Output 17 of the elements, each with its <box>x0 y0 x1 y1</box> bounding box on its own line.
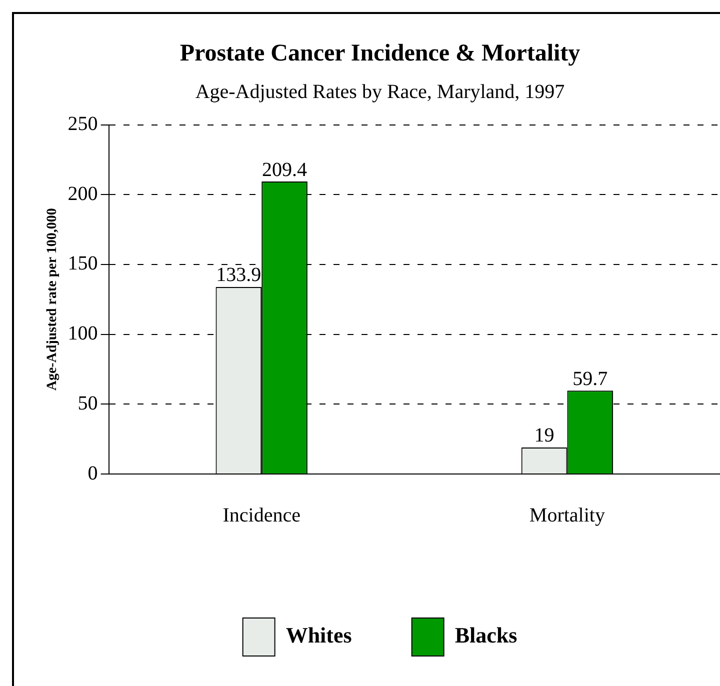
chart-title: Prostate Cancer Incidence & Mortality <box>180 40 580 67</box>
y-tick-label: 200 <box>68 182 98 205</box>
chart-subtitle: Age-Adjusted Rates by Race, Maryland, 1997 <box>195 81 565 104</box>
y-tick-label: 50 <box>78 392 98 414</box>
y-tick-label: 250 <box>68 113 98 136</box>
data-label: 133.9 <box>216 264 262 286</box>
data-label: 209.4 <box>262 158 308 181</box>
y-tick-label: 100 <box>68 322 98 345</box>
data-label: 59.7 <box>572 368 608 390</box>
y-tick-label: 150 <box>68 252 98 275</box>
legend-label: Blacks <box>454 622 518 648</box>
legend-label: Whites <box>286 622 352 648</box>
data-label: 19 <box>534 424 554 447</box>
y-axis-title: Age-Adjusted rate per 100,000 <box>45 208 60 391</box>
y-tick-label: 0 <box>88 462 98 484</box>
x-tick-label: Incidence <box>222 504 301 526</box>
x-tick-label: Mortality <box>529 504 605 526</box>
